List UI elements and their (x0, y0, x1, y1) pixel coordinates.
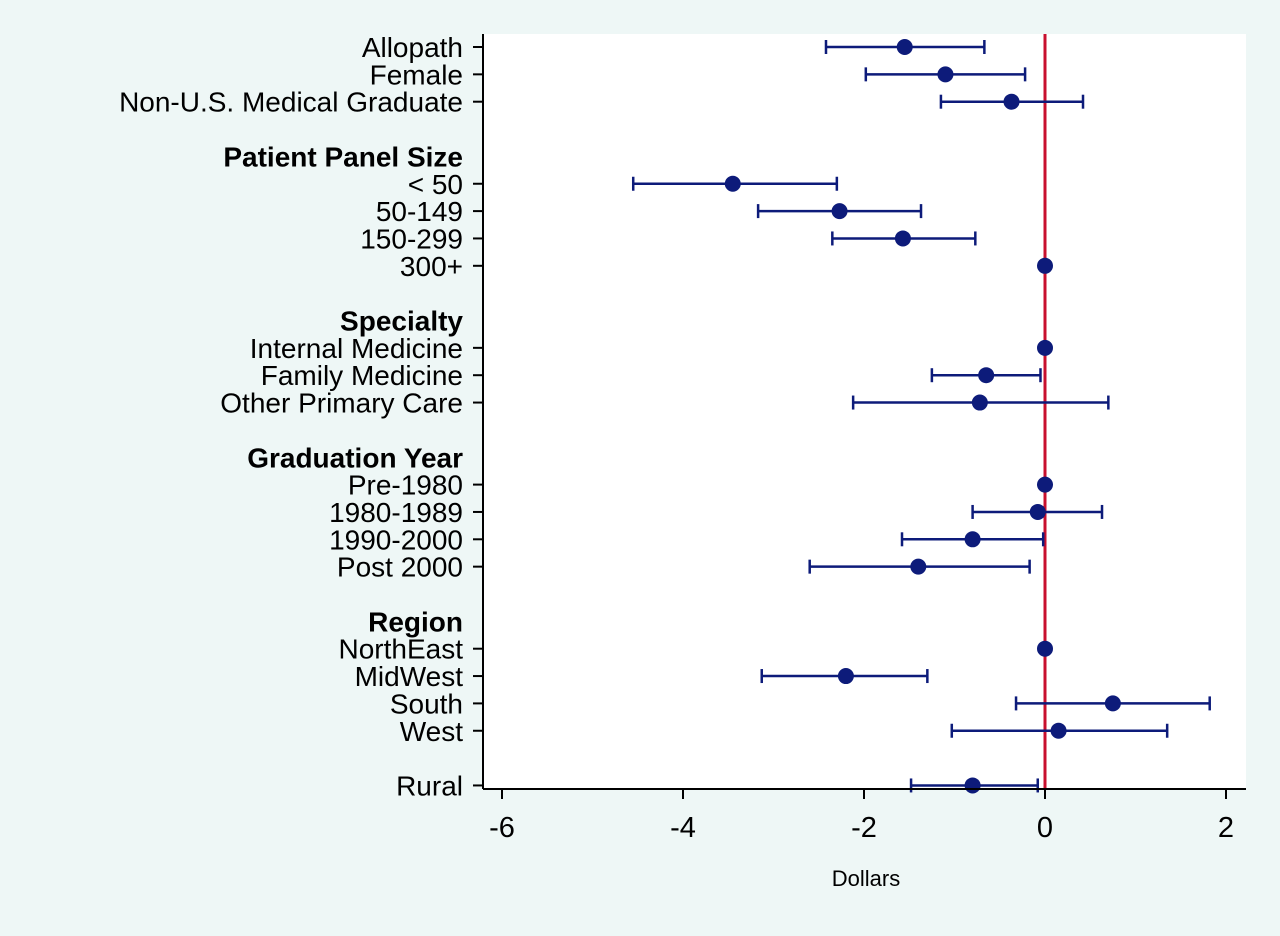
section-header-label: Graduation Year (247, 442, 463, 473)
section-header-label: Specialty (340, 306, 463, 337)
row-label: < 50 (408, 169, 463, 200)
row-label: 1980-1989 (329, 497, 463, 528)
x-tick-label: 0 (1037, 812, 1053, 844)
row-label: Family Medicine (261, 360, 463, 391)
point-estimate (831, 203, 848, 220)
plot-area (483, 34, 1246, 789)
row-label: NorthEast (339, 634, 464, 665)
row-label: Allopath (362, 32, 463, 63)
point-estimate (896, 39, 913, 55)
row-label: 150-299 (360, 223, 463, 254)
point-estimate (837, 668, 854, 685)
point-estimate (724, 175, 741, 192)
row-label: South (390, 688, 463, 719)
row-label: MidWest (355, 661, 464, 692)
point-estimate (978, 367, 995, 384)
point-estimate (964, 531, 981, 548)
point-estimate (964, 777, 981, 794)
point-estimate (937, 66, 954, 83)
x-tick-label: -2 (851, 812, 877, 844)
row-label: Post 2000 (337, 552, 463, 583)
row-label: Rural (396, 770, 463, 801)
point-estimate (1037, 339, 1053, 356)
point-estimate (894, 230, 911, 247)
row-label: Non-U.S. Medical Graduate (119, 87, 463, 118)
section-header-label: Patient Panel Size (223, 141, 463, 172)
point-estimate (971, 394, 988, 411)
point-estimate (1037, 257, 1053, 274)
row-label: Pre-1980 (348, 470, 463, 501)
row-label: 1990-2000 (329, 524, 463, 555)
x-tick-label: -4 (670, 812, 696, 844)
point-estimate (1003, 93, 1020, 110)
point-estimate (1037, 640, 1053, 657)
row-label: Female (370, 59, 463, 90)
point-estimate (910, 558, 927, 575)
x-tick-label: 2 (1218, 812, 1234, 844)
x-axis-title: Dollars (832, 866, 900, 891)
row-label: 50-149 (376, 196, 463, 227)
point-estimate (1050, 722, 1067, 739)
row-label: West (400, 716, 463, 747)
point-estimate (1037, 476, 1053, 493)
point-estimate (1029, 503, 1046, 520)
point-estimate (1104, 695, 1121, 712)
x-tick-label: -6 (489, 812, 515, 844)
row-label: Other Primary Care (220, 388, 463, 419)
row-label: Internal Medicine (250, 333, 463, 364)
section-header-label: Region (368, 606, 463, 637)
row-label: 300+ (400, 251, 463, 282)
